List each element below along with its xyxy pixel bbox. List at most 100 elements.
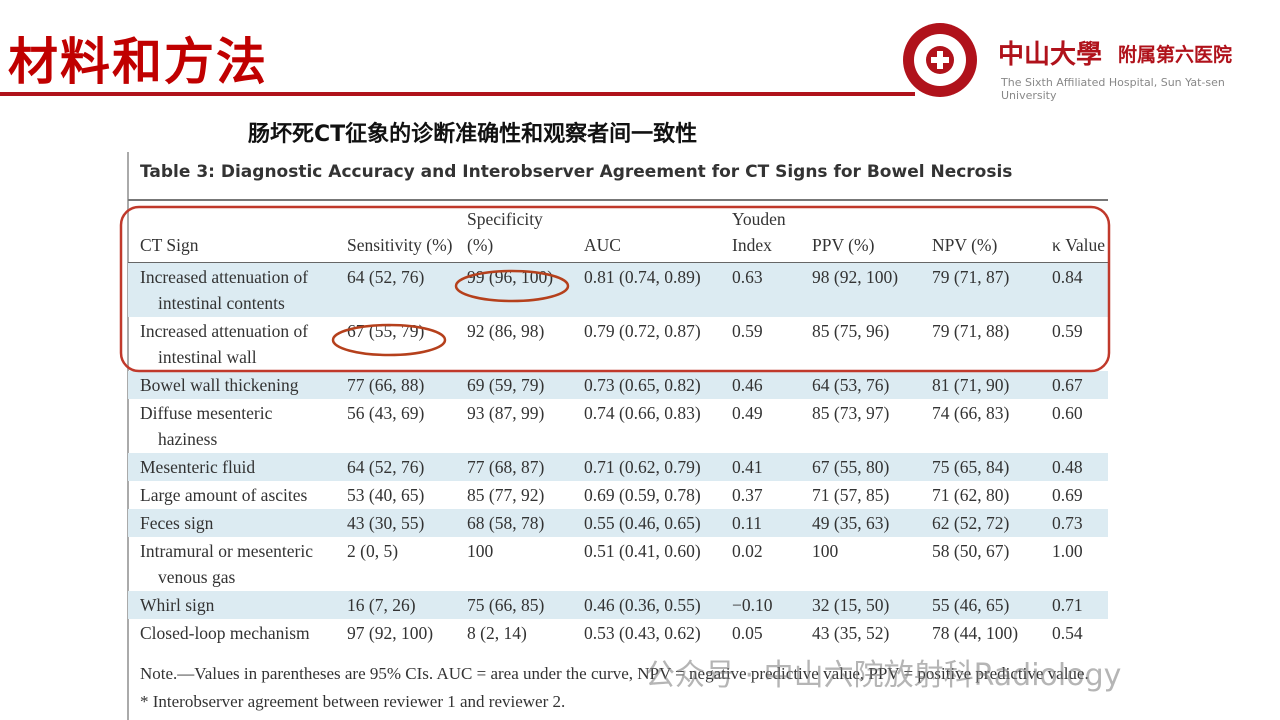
note: Note.—Values in parentheses are 95% CIs.…	[140, 664, 1089, 683]
table-row: Bowel wall thickening 77 (66, 88) 69 (59, …	[128, 371, 1108, 399]
table-cell: Large amount of ascites	[140, 485, 308, 505]
table-cell: 0.02	[732, 541, 763, 561]
table-cell: 0.81 (0.74, 0.89)	[572, 262, 720, 317]
table-cell: 77 (68, 87)	[455, 453, 572, 481]
table-row: Whirl sign 16 (7, 26) 75 (66, 85) 0.46 (0.3…	[128, 591, 1108, 619]
logo-cn: 中山大學	[998, 40, 1103, 70]
logo-cn2: 附属第六医院	[1118, 44, 1233, 66]
table-cell: 81 (71, 90)	[920, 371, 1040, 399]
table-cell: 79 (71, 88)	[932, 321, 1010, 341]
table-cell: 99 (96, 100)	[455, 262, 572, 317]
table-cell: 74 (66, 83)	[932, 403, 1010, 423]
table-cell: 67 (55, 79)	[347, 321, 425, 341]
table-cell: 0.53 (0.43, 0.62)	[584, 623, 701, 643]
table-cell: 77 (66, 88)	[335, 371, 455, 399]
table-cell: 64 (52, 76)	[335, 453, 455, 481]
table-cell: 68 (58, 78)	[455, 509, 572, 537]
table-cell: 0.48	[1040, 453, 1108, 481]
table-row: Large amount of ascites 53 (40, 65) 85 (77…	[128, 481, 1108, 509]
table-cell: Feces sign	[128, 509, 335, 537]
table-cell: 43 (30, 55)	[335, 509, 455, 537]
table-caption: Table 3: Diagnostic Accuracy and Interob…	[140, 162, 1013, 182]
table-cell: 0.63	[720, 262, 800, 317]
table-cell: 92 (86, 98)	[467, 321, 545, 341]
table-row: Increased attenuation of intestinal cont…	[128, 262, 1108, 317]
table: CT Sign Sensitivity (%) Specificity (%) AUC…	[128, 205, 1108, 647]
table-cell: Mesenteric fluid	[128, 453, 335, 481]
column-header: CT Sign	[128, 205, 335, 263]
column-header: NPV (%)	[920, 205, 1040, 263]
watermark: 公众号 · 中山六院放射科Radiology	[645, 658, 1122, 693]
table-row: Feces sign 43 (30, 55) 68 (58, 78) 0.55 (0.…	[128, 509, 1108, 537]
table-cell: 0.46	[720, 371, 800, 399]
table-cell: 0.69	[1052, 485, 1083, 505]
table-cell: 53 (40, 65)	[347, 485, 425, 505]
table-cell: 0.79 (0.72, 0.87)	[584, 321, 701, 341]
table-cell: 0.60	[1052, 403, 1083, 423]
table-cell: 55 (46, 65)	[920, 591, 1040, 619]
table-cell: −0.10	[720, 591, 800, 619]
left-rule	[127, 152, 129, 720]
table-cell: 43 (35, 52)	[812, 623, 890, 643]
column-header: Sensitivity (%)	[335, 205, 455, 263]
table-cell: 75 (66, 85)	[455, 591, 572, 619]
table-cell: 0.73	[1040, 509, 1108, 537]
table-cell: Diffuse mesenteric haziness	[140, 403, 273, 449]
table-cell: 64 (52, 76)	[335, 262, 455, 317]
column-header: κ Value	[1040, 205, 1108, 263]
title: 材料和方法	[8, 33, 268, 91]
table-cell: 79 (71, 87)	[920, 262, 1040, 317]
table-cell: Closed-loop mechanism	[140, 623, 310, 643]
header-row: CT Sign Sensitivity (%) Specificity (%) AUC…	[128, 205, 1108, 263]
table-cell: 71 (57, 85)	[812, 485, 890, 505]
table-cell: Increased attenuation of intestinal cont…	[128, 262, 335, 317]
table-cell: 0.73 (0.65, 0.82)	[572, 371, 720, 399]
table-cell: Bowel wall thickening	[128, 371, 335, 399]
table-cell: 100	[467, 541, 494, 561]
table-cell: 0.84	[1040, 262, 1108, 317]
column-header: Youden Index	[720, 205, 800, 263]
caption-rule	[128, 199, 1108, 201]
logo	[903, 23, 977, 97]
table-cell: 0.69 (0.59, 0.78)	[584, 485, 701, 505]
table-cell: 0.05	[732, 623, 763, 643]
table-cell: 100	[812, 541, 839, 561]
table-cell: 32 (15, 50)	[800, 591, 920, 619]
table-cell: 0.49	[732, 403, 763, 423]
table-row: Mesenteric fluid 64 (52, 76) 77 (68, 87) 0.…	[128, 453, 1108, 481]
table-cell: 71 (62, 80)	[932, 485, 1010, 505]
table-cell: 1.00	[1052, 541, 1083, 561]
table-cell: 0.46 (0.36, 0.55)	[572, 591, 720, 619]
table-cell: 0.71 (0.62, 0.79)	[572, 453, 720, 481]
table-cell: Whirl sign	[128, 591, 335, 619]
table-cell: 0.74 (0.66, 0.83)	[584, 403, 701, 423]
logo-en: The Sixth Affiliated Hospital, Sun Yat-s…	[1001, 76, 1225, 102]
table-cell: 85 (77, 92)	[467, 485, 545, 505]
table-cell: 0.59	[732, 321, 763, 341]
table-cell: 8 (2, 14)	[467, 623, 527, 643]
column-header: PPV (%)	[800, 205, 920, 263]
note: * Interobserver agreement between review…	[140, 692, 566, 711]
table-row: Intramural or mesenteric venous gas 2 (0,…	[128, 537, 1108, 591]
table-cell: 75 (65, 84)	[920, 453, 1040, 481]
table-cell: 98 (92, 100)	[800, 262, 920, 317]
table-cell: 0.59	[1052, 321, 1083, 341]
table-cell: 2 (0, 5)	[347, 541, 399, 561]
table-cell: 58 (50, 67)	[932, 541, 1010, 561]
table-cell: 0.54	[1052, 623, 1083, 643]
table-cell: 49 (35, 63)	[800, 509, 920, 537]
table-cell: Increased attenuation of intestinal wall	[140, 321, 309, 367]
column-header: Specificity (%)	[455, 205, 572, 263]
table-cell: Intramural or mesenteric venous gas	[140, 541, 313, 587]
table-cell: 67 (55, 80)	[800, 453, 920, 481]
table-cell: 0.71	[1040, 591, 1108, 619]
table-row: Closed-loop mechanism 97 (92, 100) 8 (2, 1…	[128, 619, 1108, 647]
table-cell: 85 (75, 96)	[812, 321, 890, 341]
table-cell: 78 (44, 100)	[932, 623, 1019, 643]
table-cell: 0.41	[720, 453, 800, 481]
table-cell: 0.55 (0.46, 0.65)	[572, 509, 720, 537]
column-header: AUC	[572, 205, 720, 263]
table-cell: 0.67	[1040, 371, 1108, 399]
table-cell: 85 (73, 97)	[812, 403, 890, 423]
